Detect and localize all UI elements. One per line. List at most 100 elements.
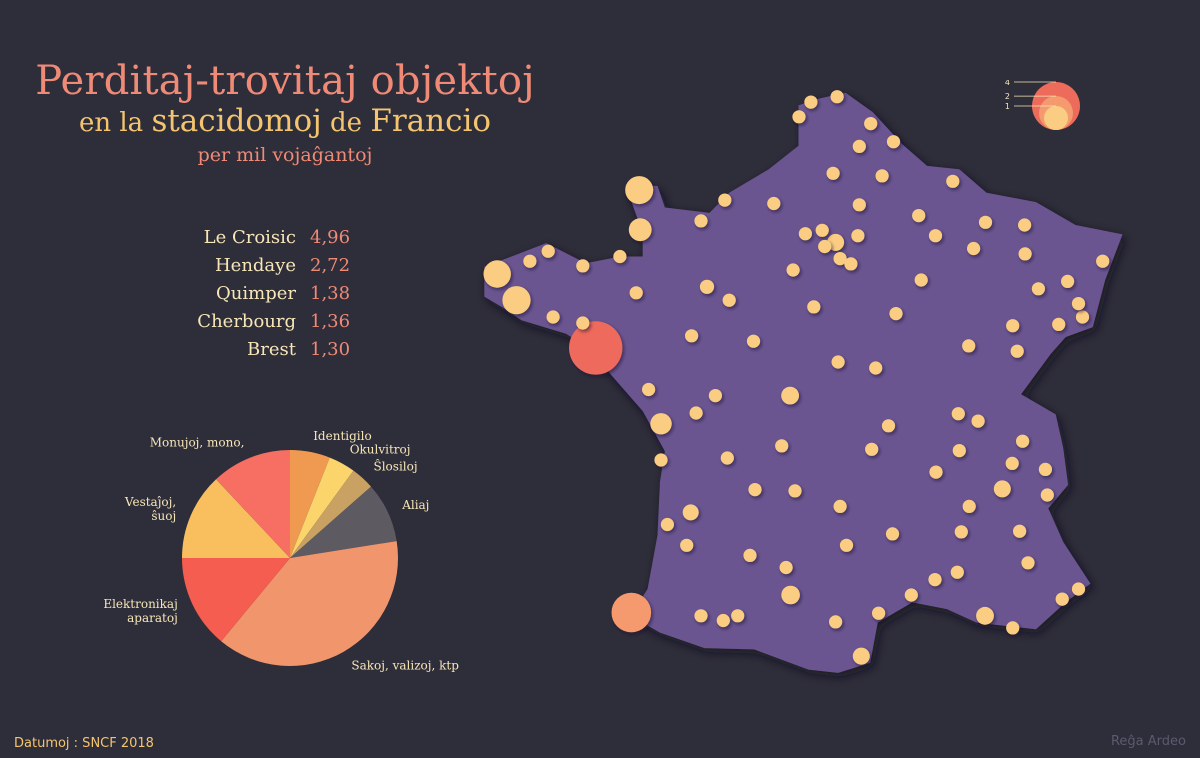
station-bubble — [815, 223, 829, 237]
legend-value-label: 4 — [1005, 80, 1010, 87]
station-bubble — [818, 239, 832, 254]
station-bubble — [827, 233, 845, 251]
station-bubble — [720, 451, 734, 465]
station-bubble — [611, 592, 652, 633]
station-bubble — [1052, 317, 1066, 331]
station-bubble — [1013, 524, 1027, 538]
station-bubble — [1018, 218, 1032, 232]
station-bubble — [1006, 319, 1020, 333]
subtitle-part-d: Francio — [370, 103, 492, 139]
station-bubble — [852, 139, 866, 153]
station-bubble — [680, 538, 694, 552]
author-credit: Reĝa Ardeo — [1110, 734, 1186, 749]
pie-slice-label: Ŝlosiloj — [374, 457, 418, 473]
pie-slice — [182, 479, 290, 558]
station-bubble — [650, 413, 672, 435]
pie-slice-label: Vestaĵoj, ŝuoj — [124, 495, 176, 523]
legend-value-label: 2 — [1005, 92, 1010, 101]
chart-subtitle: en la stacidomoj de Francio — [0, 104, 570, 140]
station-bubble — [722, 293, 736, 307]
station-bubble — [743, 548, 757, 562]
station-bubble — [786, 263, 800, 277]
station-bubble — [914, 273, 928, 287]
pie-slice-label: Aliaj — [401, 498, 429, 512]
station-bubble — [629, 286, 643, 300]
station-bubble — [952, 444, 966, 458]
station-bubble — [1010, 344, 1024, 358]
station-bubble — [613, 249, 627, 264]
station-bubble — [483, 260, 511, 288]
ranking-station-name: Cherbourg — [197, 311, 296, 332]
station-bubble — [642, 382, 656, 397]
station-bubble — [928, 573, 942, 587]
station-bubble — [682, 504, 699, 521]
station-bubble — [967, 241, 981, 256]
station-bubble — [502, 286, 531, 315]
station-bubble — [576, 316, 590, 330]
station-bubble — [775, 439, 789, 453]
station-bubble — [1075, 310, 1090, 324]
station-bubble — [1038, 462, 1052, 476]
station-bubble — [962, 499, 976, 513]
station-bubble — [576, 259, 590, 273]
data-source: Datumoj : SNCF 2018 — [14, 736, 154, 751]
ranking-station-value: 1,38 — [310, 283, 351, 304]
station-bubble — [886, 135, 901, 149]
station-bubble — [962, 339, 976, 353]
station-bubble — [628, 218, 652, 242]
station-bubble — [954, 525, 968, 539]
pie-slice — [290, 470, 372, 558]
station-bubble — [523, 254, 537, 268]
station-bubble — [689, 406, 703, 420]
pie-slice-label: Monujoj, mono, — [150, 436, 245, 450]
station-bubble — [839, 538, 854, 552]
station-bubble — [946, 174, 960, 188]
bubble-size-legend: 4 21 — [1005, 80, 1080, 130]
pie-slice-label: Okulvitroj — [350, 442, 411, 456]
ranking-row: Hendaye 2,72 — [150, 252, 410, 280]
station-bubble — [731, 609, 745, 623]
station-bubble — [694, 214, 708, 228]
station-bubble — [699, 279, 715, 294]
station-bubble — [833, 499, 847, 513]
station-bubble — [833, 252, 847, 266]
pie-slice-label: Sakoj, valizoj, ktp — [351, 659, 459, 673]
station-bubble — [1016, 434, 1030, 448]
station-bubble — [831, 355, 845, 369]
france-outline — [484, 92, 1123, 673]
station-bubble — [781, 585, 800, 605]
station-bubble — [716, 613, 730, 628]
station-bubble — [718, 193, 732, 207]
station-bubble — [1005, 456, 1019, 470]
station-bubble — [971, 414, 985, 428]
station-bubble — [546, 310, 560, 324]
ranking-row: Cherbourg 1,36 — [150, 308, 410, 336]
station-bubble — [881, 419, 896, 433]
station-bubble — [950, 565, 964, 579]
legend-bubble — [1044, 106, 1068, 130]
station-bubble — [746, 334, 761, 348]
ranking-station-name: Hendaye — [214, 255, 296, 276]
station-bubbles — [483, 90, 1110, 665]
pie-slice — [182, 558, 290, 642]
station-bubble — [875, 169, 889, 183]
station-bubble — [1071, 297, 1086, 311]
station-bubble — [993, 480, 1011, 498]
station-bubble — [1071, 582, 1086, 596]
station-bubble — [767, 196, 781, 211]
station-bubble — [852, 198, 866, 212]
pie-slice — [290, 457, 354, 558]
chart-title: Perditaj-trovitaj objektoj — [35, 58, 535, 104]
station-bubble — [781, 386, 799, 405]
ranking-station-value: 2,72 — [310, 255, 351, 276]
top-stations-ranking: Le Croisic 4,96 Hendaye 2,72 Quimper 1,38 C… — [150, 224, 410, 364]
france-station-map: 4 21 — [483, 80, 1123, 673]
station-bubble — [830, 90, 844, 104]
station-bubble — [788, 484, 802, 498]
station-bubble — [1061, 274, 1075, 288]
station-bubble — [869, 361, 883, 375]
ranking-station-value: 4,96 — [310, 227, 351, 248]
station-bubble — [889, 307, 903, 321]
chart-unit: per mil vojaĝantoj — [197, 144, 373, 166]
